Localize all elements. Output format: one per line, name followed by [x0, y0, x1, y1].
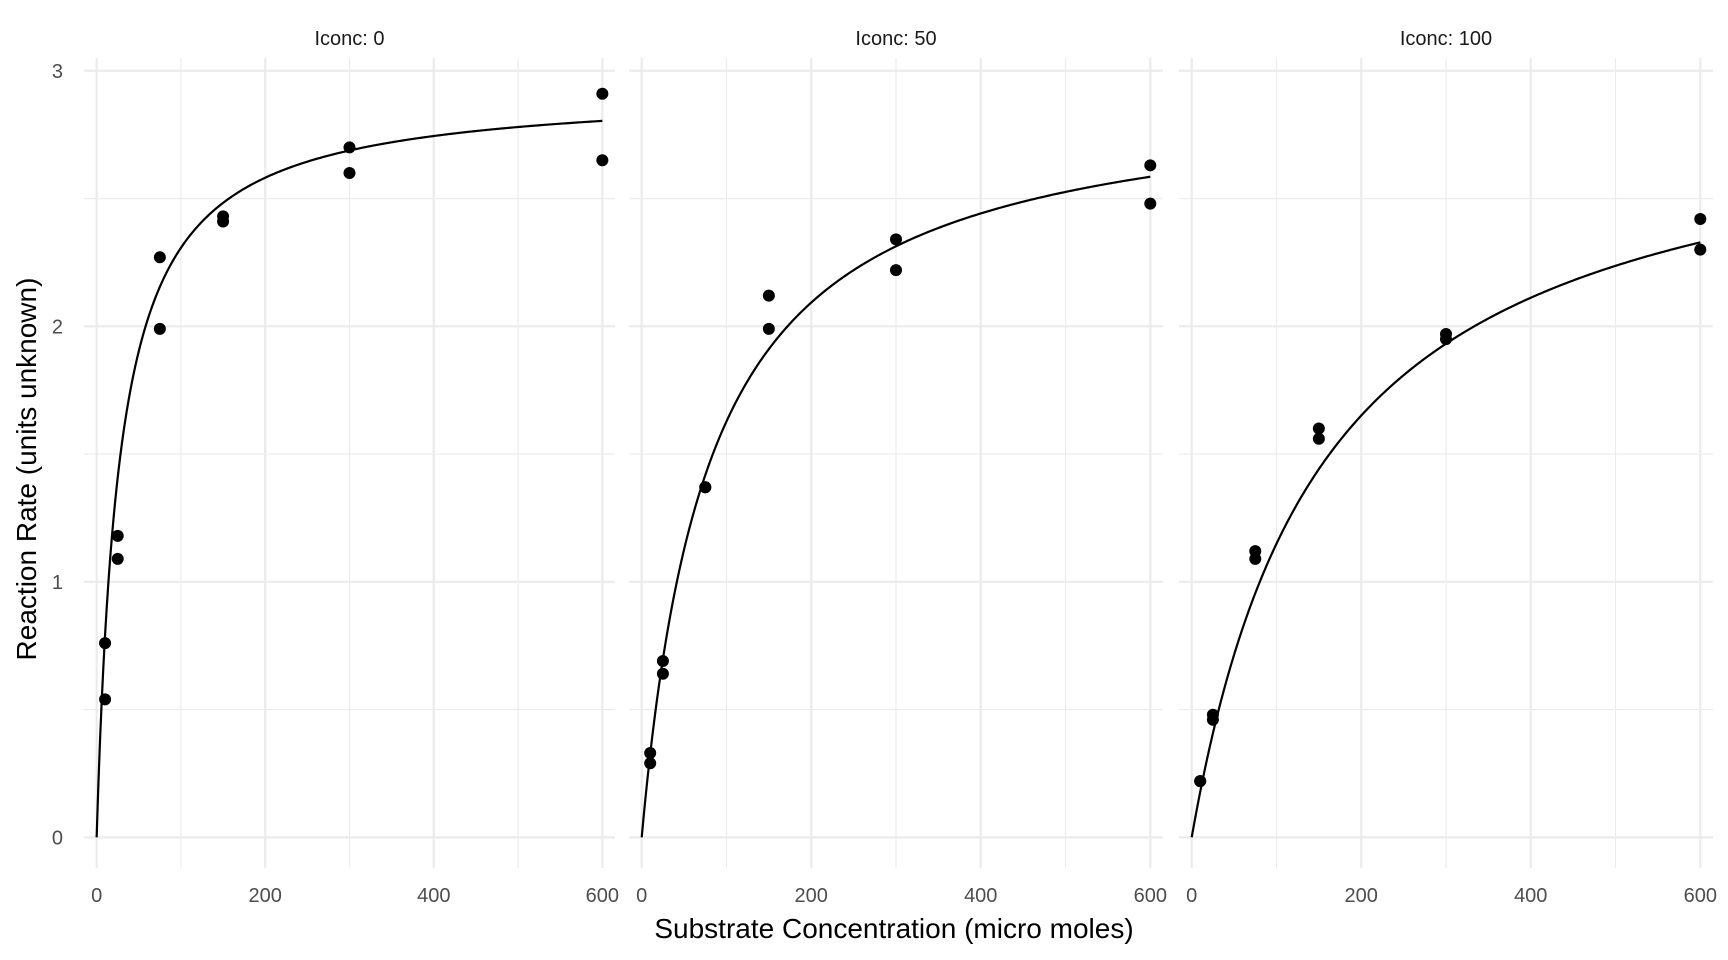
- data-point: [762, 322, 775, 335]
- data-point: [1694, 212, 1707, 225]
- x-tick-label: 200: [249, 885, 282, 907]
- facet-strip-label: Iconc: 0: [314, 28, 384, 50]
- x-tick-label: 600: [1134, 885, 1167, 907]
- data-point: [762, 289, 775, 302]
- facet-panel: Iconc: 50 0 200 400 600: [629, 28, 1167, 907]
- y-tick-label: 3: [52, 61, 63, 83]
- data-point: [1694, 243, 1707, 256]
- data-point: [99, 637, 112, 650]
- facet-strip-label: Iconc: 50: [855, 28, 936, 50]
- data-point: [1312, 422, 1325, 435]
- fit-curve: [640, 175, 1151, 838]
- data-point: [644, 747, 657, 760]
- data-point: [644, 757, 657, 770]
- data-point: [153, 322, 166, 335]
- data-point: [699, 481, 712, 494]
- x-tick-label: 400: [1514, 885, 1547, 907]
- data-point: [343, 141, 356, 154]
- data-point: [1249, 545, 1262, 558]
- x-tick-label: 0: [1186, 885, 1197, 907]
- facet-panel: Iconc: 100 0 200 400 600: [1179, 28, 1717, 907]
- data-point: [1440, 327, 1452, 340]
- data-point: [656, 667, 669, 680]
- data-point: [153, 251, 166, 264]
- x-tick-label: 200: [1345, 885, 1378, 907]
- y-tick-label: 1: [52, 572, 63, 594]
- facet-strip-label: Iconc: 100: [1400, 28, 1492, 50]
- data-point: [1206, 708, 1219, 721]
- x-tick-label: 200: [795, 885, 828, 907]
- data-point: [1194, 775, 1207, 788]
- data-point: [217, 210, 230, 223]
- x-tick-label: 0: [636, 885, 647, 907]
- y-tick-label: 2: [52, 316, 63, 338]
- data-point: [890, 264, 902, 277]
- facet-panels: Iconc: 0 0 200 400 600 0 1 2 3 Iconc: 50 0 200 400 60…: [52, 28, 1717, 907]
- x-axis-title: Substrate Concentration (micro moles): [654, 913, 1133, 944]
- data-point: [111, 529, 124, 542]
- x-tick-label: 600: [1684, 885, 1717, 907]
- data-point: [596, 154, 609, 167]
- data-point: [656, 655, 669, 668]
- x-tick-label: 0: [91, 885, 102, 907]
- x-tick-label: 600: [586, 885, 619, 907]
- data-point: [890, 233, 902, 246]
- x-tick-label: 400: [964, 885, 997, 907]
- data-point: [343, 166, 356, 179]
- data-point: [1312, 432, 1325, 445]
- data-point: [596, 87, 609, 100]
- x-tick-label: 400: [417, 885, 450, 907]
- y-tick-label: 0: [52, 827, 63, 849]
- facet-panel: Iconc: 0 0 200 400 600 0 1 2 3: [52, 28, 619, 907]
- data-point: [1144, 159, 1157, 172]
- data-point: [111, 552, 124, 565]
- data-point: [99, 693, 112, 706]
- data-point: [1144, 197, 1157, 210]
- y-axis-title: Reaction Rate (units unknown): [11, 278, 42, 661]
